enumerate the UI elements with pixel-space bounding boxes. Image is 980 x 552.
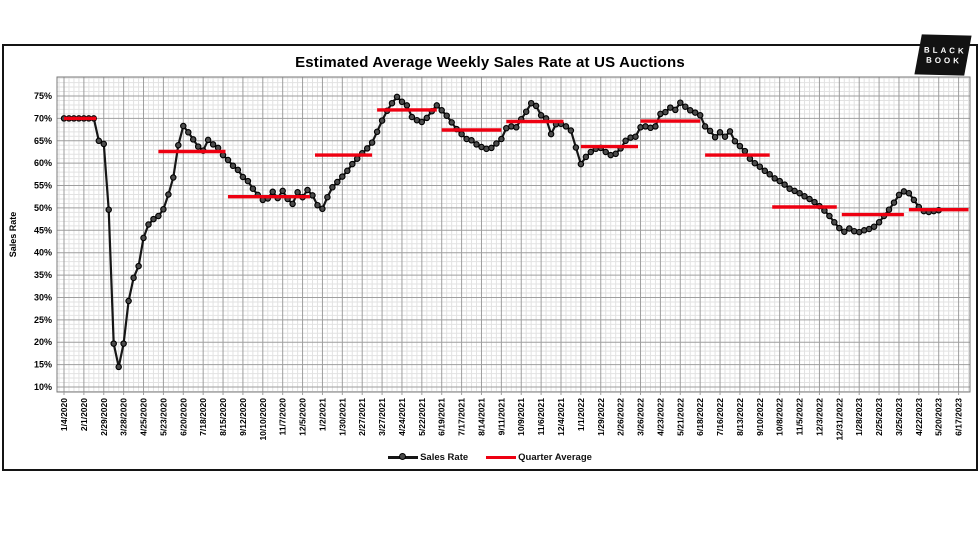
svg-text:4/23/2022: 4/23/2022: [655, 398, 665, 436]
svg-text:4/22/2023: 4/22/2023: [914, 398, 924, 436]
sales-rate-markers: [60, 93, 942, 371]
svg-text:2/27/2021: 2/27/2021: [357, 398, 367, 436]
svg-text:9/11/2021: 9/11/2021: [496, 398, 506, 436]
sales-rate-line-sample: [388, 453, 419, 460]
svg-text:8/13/2022: 8/13/2022: [735, 398, 745, 436]
svg-text:6/17/2023: 6/17/2023: [954, 398, 964, 436]
svg-text:30%: 30%: [34, 292, 52, 302]
svg-text:1/4/2020: 1/4/2020: [59, 398, 69, 431]
svg-text:5/22/2021: 5/22/2021: [417, 398, 427, 436]
grid-minor: [57, 77, 970, 392]
quarter-average-segments: [64, 108, 969, 217]
svg-text:7/18/2020: 7/18/2020: [198, 398, 208, 436]
svg-text:12/4/2021: 12/4/2021: [556, 398, 566, 436]
svg-text:45%: 45%: [34, 225, 52, 235]
svg-text:5/20/2023: 5/20/2023: [934, 398, 944, 436]
svg-text:10/10/2020: 10/10/2020: [258, 398, 268, 441]
legend: Sales Rate Quarter Average: [4, 452, 976, 463]
svg-text:12/31/2022: 12/31/2022: [834, 398, 844, 441]
y-axis-title: Sales Rate: [8, 212, 18, 258]
svg-text:15%: 15%: [34, 360, 52, 370]
svg-text:40%: 40%: [34, 248, 52, 258]
svg-text:75%: 75%: [34, 91, 52, 101]
svg-text:11/5/2022: 11/5/2022: [795, 398, 805, 436]
svg-text:6/20/2020: 6/20/2020: [178, 398, 188, 436]
svg-text:8/14/2021: 8/14/2021: [476, 398, 486, 436]
svg-text:11/6/2021: 11/6/2021: [536, 398, 546, 436]
chart-frame: Estimated Average Weekly Sales Rate at U…: [2, 34, 978, 471]
legend-item-quarter-average: Quarter Average: [486, 452, 592, 463]
svg-text:2/25/2023: 2/25/2023: [874, 398, 884, 436]
svg-text:10/8/2022: 10/8/2022: [775, 398, 785, 436]
svg-text:55%: 55%: [34, 181, 52, 191]
svg-text:12/3/2022: 12/3/2022: [814, 398, 824, 436]
svg-text:10/9/2021: 10/9/2021: [516, 398, 526, 436]
svg-text:1/30/2021: 1/30/2021: [337, 398, 347, 436]
quarter-average-line-sample: [486, 456, 517, 459]
x-tick-labels: 1/4/2020 2/1/2020 2/29/2020 3/28/2020 4/25/2…: [59, 392, 964, 441]
svg-text:20%: 20%: [34, 337, 52, 347]
svg-text:10%: 10%: [34, 382, 52, 392]
svg-text:4/24/2021: 4/24/2021: [397, 398, 407, 436]
svg-text:7/17/2021: 7/17/2021: [457, 398, 467, 436]
svg-text:7/16/2022: 7/16/2022: [715, 398, 725, 436]
svg-text:9/10/2022: 9/10/2022: [755, 398, 765, 436]
legend-label-sales-rate: Sales Rate: [420, 452, 469, 463]
svg-text:2/29/2020: 2/29/2020: [99, 398, 109, 436]
svg-text:50%: 50%: [34, 203, 52, 213]
svg-text:1/28/2023: 1/28/2023: [854, 398, 864, 436]
svg-text:12/5/2020: 12/5/2020: [298, 398, 308, 436]
svg-text:3/27/2021: 3/27/2021: [377, 398, 387, 436]
svg-text:1/1/2022: 1/1/2022: [576, 398, 586, 431]
svg-text:3/25/2023: 3/25/2023: [894, 398, 904, 436]
svg-text:1/29/2022: 1/29/2022: [596, 398, 606, 436]
svg-text:1/2/2021: 1/2/2021: [317, 398, 327, 431]
chart-canvas: 10% 15% 20% 25% 30% 35% 40% 45% 50% 55% 60% 65% 70% 7…: [8, 76, 971, 441]
svg-text:3/28/2020: 3/28/2020: [119, 398, 129, 436]
legend-label-quarter-average: Quarter Average: [518, 452, 592, 463]
svg-text:3/26/2022: 3/26/2022: [636, 398, 646, 436]
svg-text:6/18/2022: 6/18/2022: [695, 398, 705, 436]
plot-border: [56, 76, 971, 393]
chart-title: Estimated Average Weekly Sales Rate at U…: [295, 54, 685, 71]
svg-text:4/25/2020: 4/25/2020: [139, 398, 149, 436]
svg-text:70%: 70%: [34, 113, 52, 123]
svg-text:5/21/2022: 5/21/2022: [675, 398, 685, 436]
svg-text:2/26/2022: 2/26/2022: [616, 398, 626, 436]
svg-text:25%: 25%: [34, 315, 52, 325]
svg-text:65%: 65%: [34, 136, 52, 146]
svg-text:6/19/2021: 6/19/2021: [437, 398, 447, 436]
svg-text:2/1/2020: 2/1/2020: [79, 398, 89, 431]
svg-text:5/23/2020: 5/23/2020: [158, 398, 168, 436]
svg-text:11/7/2020: 11/7/2020: [278, 398, 288, 436]
y-tick-labels: 10% 15% 20% 25% 30% 35% 40% 45% 50% 55% 60% 65% 70% 7…: [34, 91, 52, 392]
svg-text:35%: 35%: [34, 270, 52, 280]
svg-text:9/12/2020: 9/12/2020: [238, 398, 248, 436]
svg-text:8/15/2020: 8/15/2020: [218, 398, 228, 436]
sales-rate-marker-icon: [399, 453, 407, 460]
legend-item-sales-rate: Sales Rate: [388, 452, 468, 463]
svg-text:60%: 60%: [34, 158, 52, 168]
